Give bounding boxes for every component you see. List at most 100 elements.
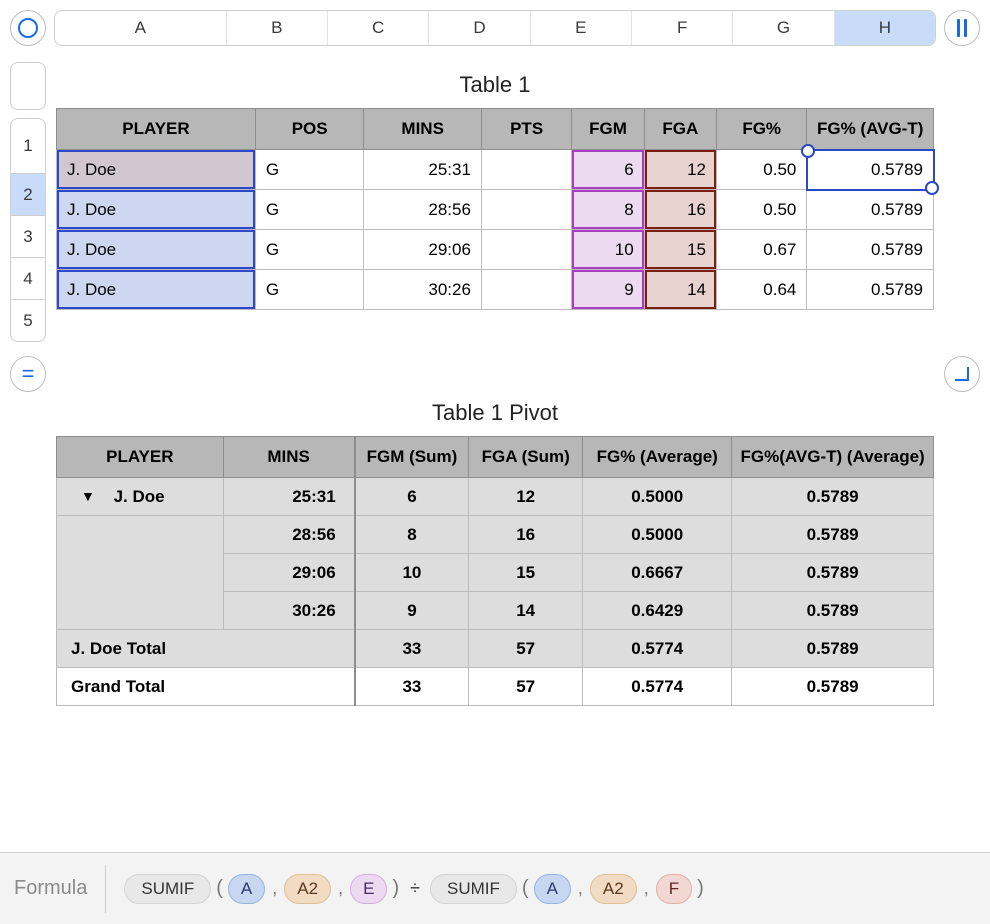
hdr-fgpct[interactable]: FG% — [716, 109, 806, 150]
cell-C4[interactable]: 29:06 — [364, 230, 482, 270]
pv-grand-fga[interactable]: 57 — [469, 668, 583, 706]
pv-r0-fgm[interactable]: 6 — [355, 478, 469, 516]
cell-B3[interactable]: G — [255, 190, 363, 230]
cell-C2[interactable]: 25:31 — [364, 150, 482, 190]
cell-G5[interactable]: 0.64 — [716, 270, 806, 310]
cell-D2[interactable] — [481, 150, 571, 190]
col-header-H[interactable]: H — [835, 11, 935, 45]
row-header-5[interactable]: 5 — [10, 300, 46, 342]
col-header-D[interactable]: D — [429, 11, 530, 45]
pv-r3-mins[interactable]: 30:26 — [223, 592, 355, 630]
hdr-fgm[interactable]: FGM — [572, 109, 644, 150]
pv-r2-fgavg[interactable]: 0.5789 — [732, 554, 934, 592]
row-header-2[interactable]: 2 — [10, 174, 46, 216]
cell-E2[interactable]: 6 — [572, 150, 644, 190]
pv-r2-fga[interactable]: 15 — [469, 554, 583, 592]
cell-E3[interactable]: 8 — [572, 190, 644, 230]
pv-r3-fgavg[interactable]: 0.5789 — [732, 592, 934, 630]
pv-r0-fgavg[interactable]: 0.5789 — [732, 478, 934, 516]
cell-B4[interactable]: G — [255, 230, 363, 270]
hdr-player[interactable]: PLAYER — [57, 109, 256, 150]
hdr-pts[interactable]: PTS — [481, 109, 571, 150]
cell-E5[interactable]: 9 — [572, 270, 644, 310]
cell-A4[interactable]: J. Doe — [57, 230, 256, 270]
row-header-3[interactable]: 3 — [10, 216, 46, 258]
cell-H2[interactable]: 0.5789 — [807, 150, 934, 190]
pv-hdr-fgm[interactable]: FGM (Sum) — [355, 437, 469, 478]
cell-C5[interactable]: 30:26 — [364, 270, 482, 310]
pv-grand-fgpct[interactable]: 0.5774 — [583, 668, 732, 706]
pv-sub-fga[interactable]: 57 — [469, 630, 583, 668]
cell-F5[interactable]: 14 — [644, 270, 716, 310]
pv-r2-mins[interactable]: 29:06 — [223, 554, 355, 592]
cell-F2[interactable]: 12 — [644, 150, 716, 190]
cell-A5[interactable]: J. Doe — [57, 270, 256, 310]
pv-sub-fgpct[interactable]: 0.5774 — [583, 630, 732, 668]
cell-D3[interactable] — [481, 190, 571, 230]
hdr-fga[interactable]: FGA — [644, 109, 716, 150]
cell-H5[interactable]: 0.5789 — [807, 270, 934, 310]
pv-subtotal-label[interactable]: J. Doe Total — [57, 630, 355, 668]
pv-r3-fga[interactable]: 14 — [469, 592, 583, 630]
cell-A2[interactable]: J. Doe — [57, 150, 256, 190]
pv-hdr-fgavg[interactable]: FG%(AVG-T) (Average) — [732, 437, 934, 478]
pv-sub-fgm[interactable]: 33 — [355, 630, 469, 668]
col-header-C[interactable]: C — [328, 11, 429, 45]
cell-C3[interactable]: 28:56 — [364, 190, 482, 230]
col-header-E[interactable]: E — [531, 11, 632, 45]
pv-r1-fgavg[interactable]: 0.5789 — [732, 516, 934, 554]
hdr-pos[interactable]: POS — [255, 109, 363, 150]
cell-H4[interactable]: 0.5789 — [807, 230, 934, 270]
pv-r1-fgm[interactable]: 8 — [355, 516, 469, 554]
select-all-button[interactable] — [10, 10, 46, 46]
cell-E4[interactable]: 10 — [572, 230, 644, 270]
pivot-title[interactable]: Table 1 Pivot — [56, 400, 934, 426]
cell-A3[interactable]: J. Doe — [57, 190, 256, 230]
pv-r2-fgm[interactable]: 10 — [355, 554, 469, 592]
col-header-B[interactable]: B — [227, 11, 328, 45]
col-header-A[interactable]: A — [55, 11, 227, 45]
cell-B2[interactable]: G — [255, 150, 363, 190]
cell-G4[interactable]: 0.67 — [716, 230, 806, 270]
pv-r0-mins[interactable]: 25:31 — [223, 478, 355, 516]
pv-r0-fga[interactable]: 12 — [469, 478, 583, 516]
table1-title[interactable]: Table 1 — [56, 62, 934, 98]
cell-B5[interactable]: G — [255, 270, 363, 310]
pv-r1-fga[interactable]: 16 — [469, 516, 583, 554]
pv-r2-fgpct[interactable]: 0.6667 — [583, 554, 732, 592]
formula-content[interactable]: SUMIF ( A , A2 , E ) ÷ SUMIF ( A , A2 , … — [124, 874, 704, 904]
row-header-1[interactable]: 1 — [10, 118, 46, 174]
pv-r1-mins[interactable]: 28:56 — [223, 516, 355, 554]
formula-ref-A2-1[interactable]: A2 — [284, 874, 331, 904]
formula-fn-2[interactable]: SUMIF — [430, 874, 517, 904]
formula-ref-F[interactable]: F — [656, 874, 692, 904]
add-column-button[interactable] — [944, 10, 980, 46]
formula-fn-1[interactable]: SUMIF — [124, 874, 211, 904]
formula-ref-A-1[interactable]: A — [228, 874, 265, 904]
add-row-button[interactable]: = — [10, 356, 46, 392]
cell-H3[interactable]: 0.5789 — [807, 190, 934, 230]
cell-F3[interactable]: 16 — [644, 190, 716, 230]
pv-r0-fgpct[interactable]: 0.5000 — [583, 478, 732, 516]
pv-hdr-player[interactable]: PLAYER — [57, 437, 224, 478]
pv-group-player[interactable]: ▼ J. Doe — [57, 478, 224, 516]
resize-handle-button[interactable] — [944, 356, 980, 392]
cell-G3[interactable]: 0.50 — [716, 190, 806, 230]
hdr-mins[interactable]: MINS — [364, 109, 482, 150]
row-header-4[interactable]: 4 — [10, 258, 46, 300]
disclose-icon[interactable]: ▼ — [81, 488, 95, 504]
cell-F4[interactable]: 15 — [644, 230, 716, 270]
cell-G2[interactable]: 0.50 — [716, 150, 806, 190]
pv-hdr-fgpct[interactable]: FG% (Average) — [583, 437, 732, 478]
pv-sub-fgavg[interactable]: 0.5789 — [732, 630, 934, 668]
pv-grand-fgm[interactable]: 33 — [355, 668, 469, 706]
formula-ref-A2-2[interactable]: A2 — [590, 874, 637, 904]
pv-r1-fgpct[interactable]: 0.5000 — [583, 516, 732, 554]
cell-D5[interactable] — [481, 270, 571, 310]
pv-r3-fgm[interactable]: 9 — [355, 592, 469, 630]
pv-grand-label[interactable]: Grand Total — [57, 668, 355, 706]
pv-hdr-fga[interactable]: FGA (Sum) — [469, 437, 583, 478]
pv-r3-fgpct[interactable]: 0.6429 — [583, 592, 732, 630]
col-header-F[interactable]: F — [632, 11, 733, 45]
formula-ref-E[interactable]: E — [350, 874, 387, 904]
